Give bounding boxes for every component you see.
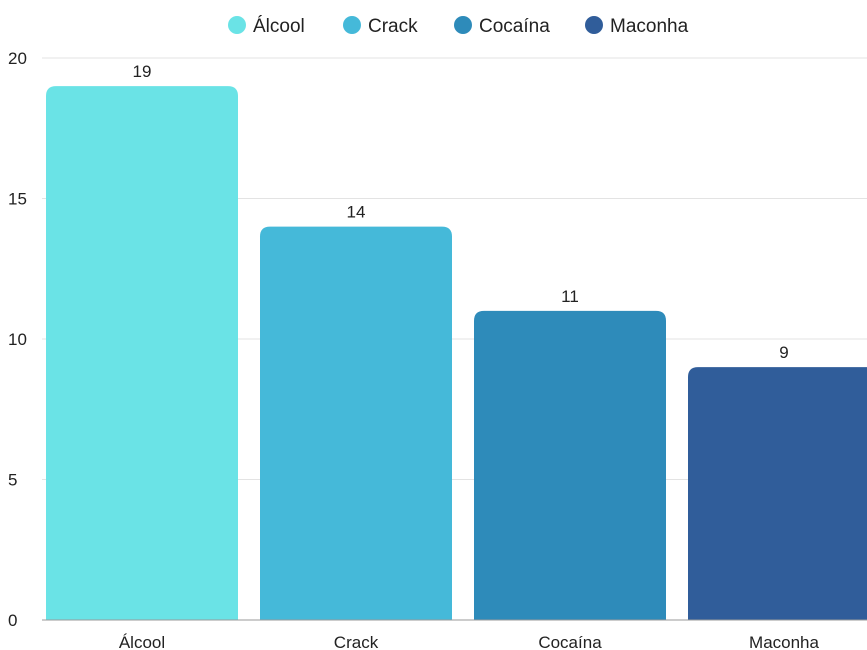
legend-marker	[454, 16, 472, 34]
legend-marker	[343, 16, 361, 34]
data-label: 14	[347, 203, 366, 222]
y-tick-label: 20	[8, 49, 27, 68]
legend-label: Crack	[368, 16, 418, 37]
y-tick-label: 0	[8, 611, 17, 630]
x-tick-label: Crack	[334, 633, 379, 650]
bar-1	[260, 226, 452, 620]
y-tick-label: 10	[8, 330, 27, 349]
bar-3	[688, 367, 867, 620]
data-label: 9	[779, 343, 788, 362]
y-tick-label: 15	[8, 190, 27, 209]
x-tick-label: Cocaína	[538, 633, 602, 650]
bar-2	[474, 310, 666, 620]
legend: Álcool Crack Cocaína Maconha	[228, 16, 689, 37]
bars	[46, 86, 867, 621]
data-labels: 19 14 11 9	[133, 62, 789, 362]
x-tick-label: Álcool	[119, 633, 165, 650]
bar-0	[46, 86, 238, 621]
x-tick-label: Maconha	[749, 633, 819, 650]
data-label: 19	[133, 62, 152, 81]
axes: 0 5 10 15 20 Álcool Crack Cocaína Maconha	[8, 49, 867, 650]
legend-label: Maconha	[610, 16, 689, 37]
legend-label: Cocaína	[479, 16, 550, 37]
data-label: 11	[561, 287, 579, 306]
legend-marker	[228, 16, 246, 34]
legend-label: Álcool	[253, 16, 305, 37]
y-tick-label: 5	[8, 471, 17, 490]
legend-marker	[585, 16, 603, 34]
